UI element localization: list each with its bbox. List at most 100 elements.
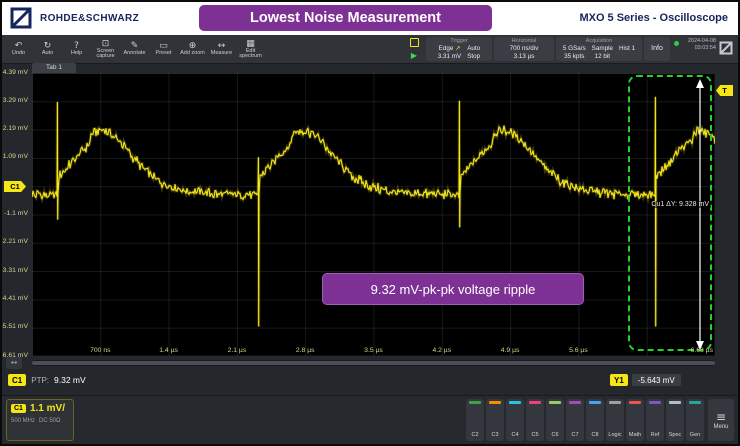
expand-icon[interactable]: ↔	[6, 357, 22, 369]
acquisition-hist: Hist 1	[619, 45, 636, 52]
run-state-group[interactable]: ▶	[404, 38, 424, 60]
toolbar-button-annotate[interactable]: ✎ Annotate	[120, 35, 149, 63]
page-header: ROHDE&SCHWARZ Lowest Noise Measurement M…	[2, 2, 738, 35]
y-axis-label: 2.19 mV	[2, 125, 28, 133]
time-text: 03:03:54	[694, 45, 716, 51]
channel-button-c7[interactable]: C7	[566, 399, 584, 441]
channel-button-label: Gen	[689, 432, 701, 438]
trigger-panel[interactable]: Trigger Edge ↗ 3.31 mV Auto Stop	[426, 37, 492, 61]
rohde-schwarz-logo-icon	[10, 7, 32, 29]
x-axis-label: 3.5 µs	[364, 347, 383, 354]
waveform-trace	[32, 96, 715, 327]
toolbar-button-label: Help	[70, 50, 83, 57]
waveform-svg	[32, 79, 715, 350]
annotate-icon: ✎	[130, 41, 139, 52]
edit-spectrum-icon: ▦	[246, 38, 255, 49]
pkpk-arrow	[696, 79, 704, 350]
channel-button-c4[interactable]: C4	[506, 399, 524, 441]
trigger-level-marker[interactable]: T	[716, 85, 733, 96]
channel-c1-badge: C1	[11, 404, 26, 413]
toolbar-button-label: Preset	[155, 50, 172, 57]
acquisition-rate: 5 GSa/s	[562, 45, 586, 52]
waveform-grid[interactable]: Cu1 ΔY: 9.328 mV 700 ns 1.4 µs 2.1 µs 2.8 µ…	[32, 73, 715, 356]
toolbar-button-label: Auto	[41, 50, 54, 57]
x-axis-label: 700 ns	[90, 347, 111, 354]
channel-color-strip	[649, 401, 661, 404]
toolbar-button-label: Screen capture	[96, 47, 115, 59]
info-button[interactable]: Info	[644, 37, 670, 61]
channel-color-strip	[609, 401, 621, 404]
channel-button-spec[interactable]: Spec	[666, 399, 684, 441]
tab-1[interactable]: Tab 1	[32, 63, 76, 73]
undo-icon: ↶	[14, 41, 23, 52]
channel-button-label: Ref	[650, 432, 660, 438]
horizontal-panel-title: Horizontal	[511, 38, 537, 44]
ptp-measurement[interactable]: C1 PTP: 9.32 mV	[8, 374, 86, 386]
date-text: 2024-04-08	[687, 38, 716, 44]
channel-offset-marker[interactable]: C1	[4, 181, 26, 192]
menu-label: Menu	[713, 423, 729, 430]
channel-button-c5[interactable]: C5	[526, 399, 544, 441]
channel-c1-box[interactable]: C1 1.1 mV/ 500 MHz DC 50Ω	[6, 399, 74, 441]
x-axis-label: 4.2 µs	[432, 347, 452, 354]
channel-button-label: C8	[591, 432, 599, 438]
measurement-label: PTP:	[31, 375, 50, 385]
y-axis-label: -1.1 mV	[4, 210, 28, 217]
channel-color-strip	[549, 401, 561, 404]
ripple-callout: 9.32 mV-pk-pk voltage ripple	[322, 273, 584, 305]
toolbar-button-add-zoom[interactable]: ⊕ Add zoom	[178, 35, 207, 63]
oscilloscope-screen: ↶ Undo ↻ Auto? Help ⊡ Screen capture ✎ Annotate ▭…	[2, 35, 738, 444]
acquisition-resolution: 12 bit	[594, 52, 611, 60]
measurement-row: C1 PTP: 9.32 mV Y1 -5.643 mV	[2, 371, 738, 393]
channel-button-logic[interactable]: Logic	[606, 399, 624, 441]
toolbar: ↶ Undo ↻ Auto? Help ⊡ Screen capture ✎ Annotate ▭…	[2, 35, 738, 64]
channel-button-math[interactable]: Math	[626, 399, 644, 441]
screen-capture-icon: ⊡	[101, 38, 110, 49]
toolbar-button-undo[interactable]: ↶ Undo	[4, 35, 33, 63]
acquisition-panel[interactable]: Acquisition 5 GSa/s 35 kpts Sample 12 bi…	[556, 37, 642, 61]
channel-button-c2[interactable]: C2	[466, 399, 484, 441]
trigger-panel-title: Trigger	[450, 38, 468, 44]
toolbar-button-measure[interactable]: ↔ Measure	[207, 35, 236, 63]
channel-button-gen[interactable]: Gen	[686, 399, 704, 441]
acquisition-record: 35 kpts	[564, 52, 585, 60]
x-axis-label: 2.1 µs	[227, 347, 247, 354]
toolbar-button-label: Annotate	[123, 50, 146, 57]
channel-button-label: C2	[471, 432, 479, 438]
status-dot-icon	[674, 41, 679, 46]
channel-button-c8[interactable]: C8	[586, 399, 604, 441]
toolbar-button-label: Edit spectrum	[239, 47, 262, 59]
channel-color-strip	[669, 401, 681, 404]
trigger-type: Edge ↗	[438, 45, 461, 52]
trigger-indicator-icon	[409, 38, 419, 47]
toolbar-button-edit-spectrum[interactable]: ▦ Edit spectrum	[236, 35, 265, 63]
toolbar-button-help[interactable]: ? Help	[62, 35, 91, 63]
trigger-state: Stop	[467, 52, 481, 60]
channel-color-strip	[569, 401, 581, 404]
datetime: 2024-04-08 03:03:54	[672, 38, 716, 52]
channel-button-c3[interactable]: C3	[486, 399, 504, 441]
x-axis-label: 1.4 µs	[159, 347, 178, 354]
channel-button-ref[interactable]: Ref	[646, 399, 664, 441]
toolbar-button-preset[interactable]: ▭ Preset	[149, 35, 178, 63]
horizontal-scrollbar-thumb[interactable]	[32, 361, 715, 365]
toolbar-button-label: Undo	[11, 50, 26, 57]
y-axis-label: 3.29 mV	[2, 96, 28, 104]
bottom-bar: C1 1.1 mV/ 500 MHz DC 50Ω C2 C3 C4 C5 C6 C7 C8…	[2, 395, 738, 444]
channel-c1-scale: 1.1 mV/	[29, 403, 65, 414]
channel-color-strip	[469, 401, 481, 404]
channel-button-label: Spec	[668, 432, 682, 438]
title-banner: Lowest Noise Measurement	[199, 5, 492, 31]
y-axis-labels: 4.39 mV 3.29 mV 2.19 mV 1.09 mV -1.1 mV -2.21…	[2, 69, 29, 359]
channel-button-c6[interactable]: C6	[546, 399, 564, 441]
toolbar-button-screen-capture[interactable]: ⊡ Screen capture	[91, 35, 120, 63]
channel-button-label: C6	[551, 432, 559, 438]
horizontal-panel[interactable]: Horizontal 700 ns/div 3.13 µs	[494, 37, 554, 61]
toolbar-button-auto[interactable]: ↻ Auto	[33, 35, 62, 63]
menu-button[interactable]: ≡ Menu	[708, 399, 734, 441]
cursor-y1-readout[interactable]: Y1 -5.643 mV	[610, 374, 681, 386]
channel-buttons: C2 C3 C4 C5 C6 C7 C8 Logic Math Ref Spec Gen	[466, 399, 704, 441]
horizontal-position: 3.13 µs	[513, 52, 535, 60]
rohde-schwarz-mini-logo-icon	[719, 41, 733, 55]
